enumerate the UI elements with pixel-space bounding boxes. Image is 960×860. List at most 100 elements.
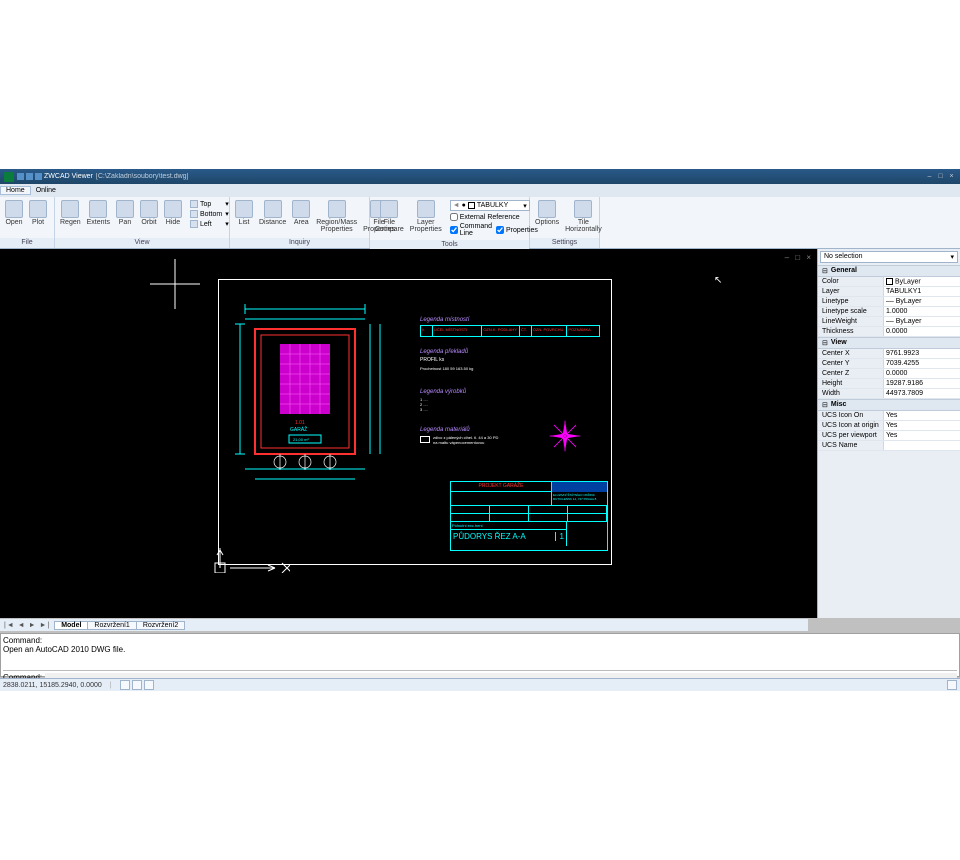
svg-text:1.01: 1.01 <box>295 420 305 426</box>
prop-row-height: Height19287.9186 <box>818 379 960 389</box>
mdi-window-controls[interactable]: – □ × <box>785 253 813 262</box>
open-icon <box>5 200 23 218</box>
plot-icon <box>29 200 47 218</box>
open-button[interactable]: Open <box>2 199 26 227</box>
view-left[interactable]: Left▾ <box>188 219 231 229</box>
prop-row-ltscale: Linetype scale1.0000 <box>818 307 960 317</box>
prop-row-width: Width44973.7809 <box>818 389 960 399</box>
ribbon-group-view: View <box>55 238 229 248</box>
prop-row-color: ColorByLayer <box>818 277 960 287</box>
prop-group-view[interactable]: View <box>818 337 960 349</box>
title-bar: ZWCAD Viewer [C:\Zakladn\soubory\test.dw… <box>0 169 960 184</box>
prop-row-ucs-org: UCS Icon at originYes <box>818 421 960 431</box>
prop-row-lweight: LineWeight–– ByLayer <box>818 317 960 327</box>
hide-button[interactable]: Hide <box>161 199 185 227</box>
prop-row-layer: LayerTABULKY1 <box>818 287 960 297</box>
ribbon-group-settings: Settings <box>530 238 599 248</box>
regen-button[interactable]: Regen <box>57 199 84 227</box>
status-tray-icon[interactable] <box>947 680 957 690</box>
prop-row-linetype: Linetype–– ByLayer <box>818 297 960 307</box>
options-button[interactable]: Options <box>532 199 562 227</box>
pan-icon <box>116 200 134 218</box>
tile-icon <box>574 200 592 218</box>
bottom-icon <box>190 210 198 218</box>
status-snap-icon[interactable] <box>132 680 142 690</box>
sheet-tab-layout2[interactable]: Rozvržení2 <box>136 621 185 630</box>
ribbon: Open Plot File Regen Extents Pan Orbit H… <box>0 197 960 249</box>
menu-home[interactable]: Home <box>0 186 31 195</box>
properties-selector[interactable]: No selection▾ <box>820 251 958 263</box>
compass-icon <box>548 419 582 453</box>
sheet-tab-model[interactable]: Model <box>54 621 88 630</box>
cmdline-toggle[interactable]: Command Line <box>450 223 492 237</box>
floorplan: 1.01 GARÁŽ 21,00 m² <box>235 304 395 504</box>
prop-row-cy: Center Y7039.4255 <box>818 359 960 369</box>
title-path: [C:\Zakladn\soubory\test.dwg] <box>96 173 189 180</box>
status-ortho-icon[interactable] <box>144 680 154 690</box>
layerprops-icon <box>417 200 435 218</box>
view-bottom[interactable]: Bottom▾ <box>188 209 231 219</box>
orbit-icon <box>140 200 158 218</box>
status-coords: 2838.0211, 15185.2940, 0.0000 <box>3 682 102 689</box>
sheet-tab-layout1[interactable]: Rozvržení1 <box>87 621 136 630</box>
title-block: PROJEKT GARÁŽE ELUZIVNÍ ŠTÁTNÍHO OKŘINKR… <box>450 481 608 551</box>
prop-row-ucs-name: UCS Name <box>818 441 960 451</box>
filecompare-icon <box>380 200 398 218</box>
filecompare-button[interactable]: File Compare <box>372 199 407 234</box>
minimize-button[interactable]: – <box>925 172 934 181</box>
close-button[interactable]: × <box>947 172 956 181</box>
app-icon <box>4 172 14 182</box>
prop-row-cx: Center X9761.9923 <box>818 349 960 359</box>
list-button[interactable]: List <box>232 199 256 227</box>
prop-group-misc[interactable]: Misc <box>818 399 960 411</box>
extents-icon <box>89 200 107 218</box>
cmd-history-1: Command: <box>3 636 957 645</box>
ucs-icon <box>210 533 290 573</box>
regionmass-icon <box>328 200 346 218</box>
ribbon-group-file: File <box>0 238 54 248</box>
sheet-nav[interactable]: |◄ ◄ ► ►| <box>0 622 54 629</box>
layer-dropdown[interactable]: ◄●TABULKY▾ <box>450 200 530 211</box>
prop-row-ucs-vp: UCS per viewportYes <box>818 431 960 441</box>
menu-online[interactable]: Online <box>31 187 61 194</box>
maximize-button[interactable]: □ <box>936 172 945 181</box>
svg-text:21,00 m²: 21,00 m² <box>293 437 309 442</box>
orbit-button[interactable]: Orbit <box>137 199 161 227</box>
extref-toggle[interactable]: External Reference <box>448 212 540 222</box>
extents-button[interactable]: Extents <box>84 199 113 227</box>
pan-button[interactable]: Pan <box>113 199 137 227</box>
view-top[interactable]: Top▾ <box>188 199 231 209</box>
status-grid-icon[interactable] <box>120 680 130 690</box>
menu-bar: Home Online <box>0 184 960 197</box>
tile-button[interactable]: Tile Horizontally <box>562 199 605 234</box>
svg-text:GARÁŽ: GARÁŽ <box>290 425 307 433</box>
cmd-history-2: Open an AutoCAD 2010 DWG file. <box>3 645 957 654</box>
area-button[interactable]: Area <box>289 199 313 227</box>
legend-rooms: Legenda místností č. ÚČEL MÍSTNOSTI OZN.… <box>420 317 600 337</box>
hide-icon <box>164 200 182 218</box>
title-app: ZWCAD Viewer <box>44 173 93 180</box>
prop-row-cz: Center Z0.0000 <box>818 369 960 379</box>
legend-products: Legenda výrobků 1 ....2 ....3 .... <box>420 389 466 412</box>
ribbon-group-inquiry: Inquiry <box>230 238 369 248</box>
drawing-canvas[interactable]: – □ × <box>0 249 817 618</box>
regen-icon <box>61 200 79 218</box>
list-icon <box>235 200 253 218</box>
plot-button[interactable]: Plot <box>26 199 50 227</box>
prop-row-thickness: Thickness0.0000 <box>818 327 960 337</box>
regionmass-button[interactable]: Region/Mass Properties <box>313 199 360 234</box>
prop-row-ucs-on: UCS Icon OnYes <box>818 411 960 421</box>
distance-button[interactable]: Distance <box>256 199 289 227</box>
crosshair-icon <box>150 259 200 309</box>
qat-icon-3[interactable] <box>35 173 42 180</box>
legend-materials: Legenda materiálů zdivo z pálených cihel… <box>420 427 498 445</box>
options-icon <box>538 200 556 218</box>
properties-panel: No selection▾ General ColorByLayer Layer… <box>817 249 960 618</box>
mouse-cursor-icon: ↖ <box>714 275 722 286</box>
prop-group-general[interactable]: General <box>818 265 960 277</box>
qat-icon-1[interactable] <box>17 173 24 180</box>
legend-lintels: Legenda překladů PROFIL ks Prochetnost 1… <box>420 349 473 371</box>
qat-icon-2[interactable] <box>26 173 33 180</box>
command-window[interactable]: Command: Open an AutoCAD 2010 DWG file. … <box>0 633 960 677</box>
layerprops-button[interactable]: Layer Properties <box>407 199 445 234</box>
